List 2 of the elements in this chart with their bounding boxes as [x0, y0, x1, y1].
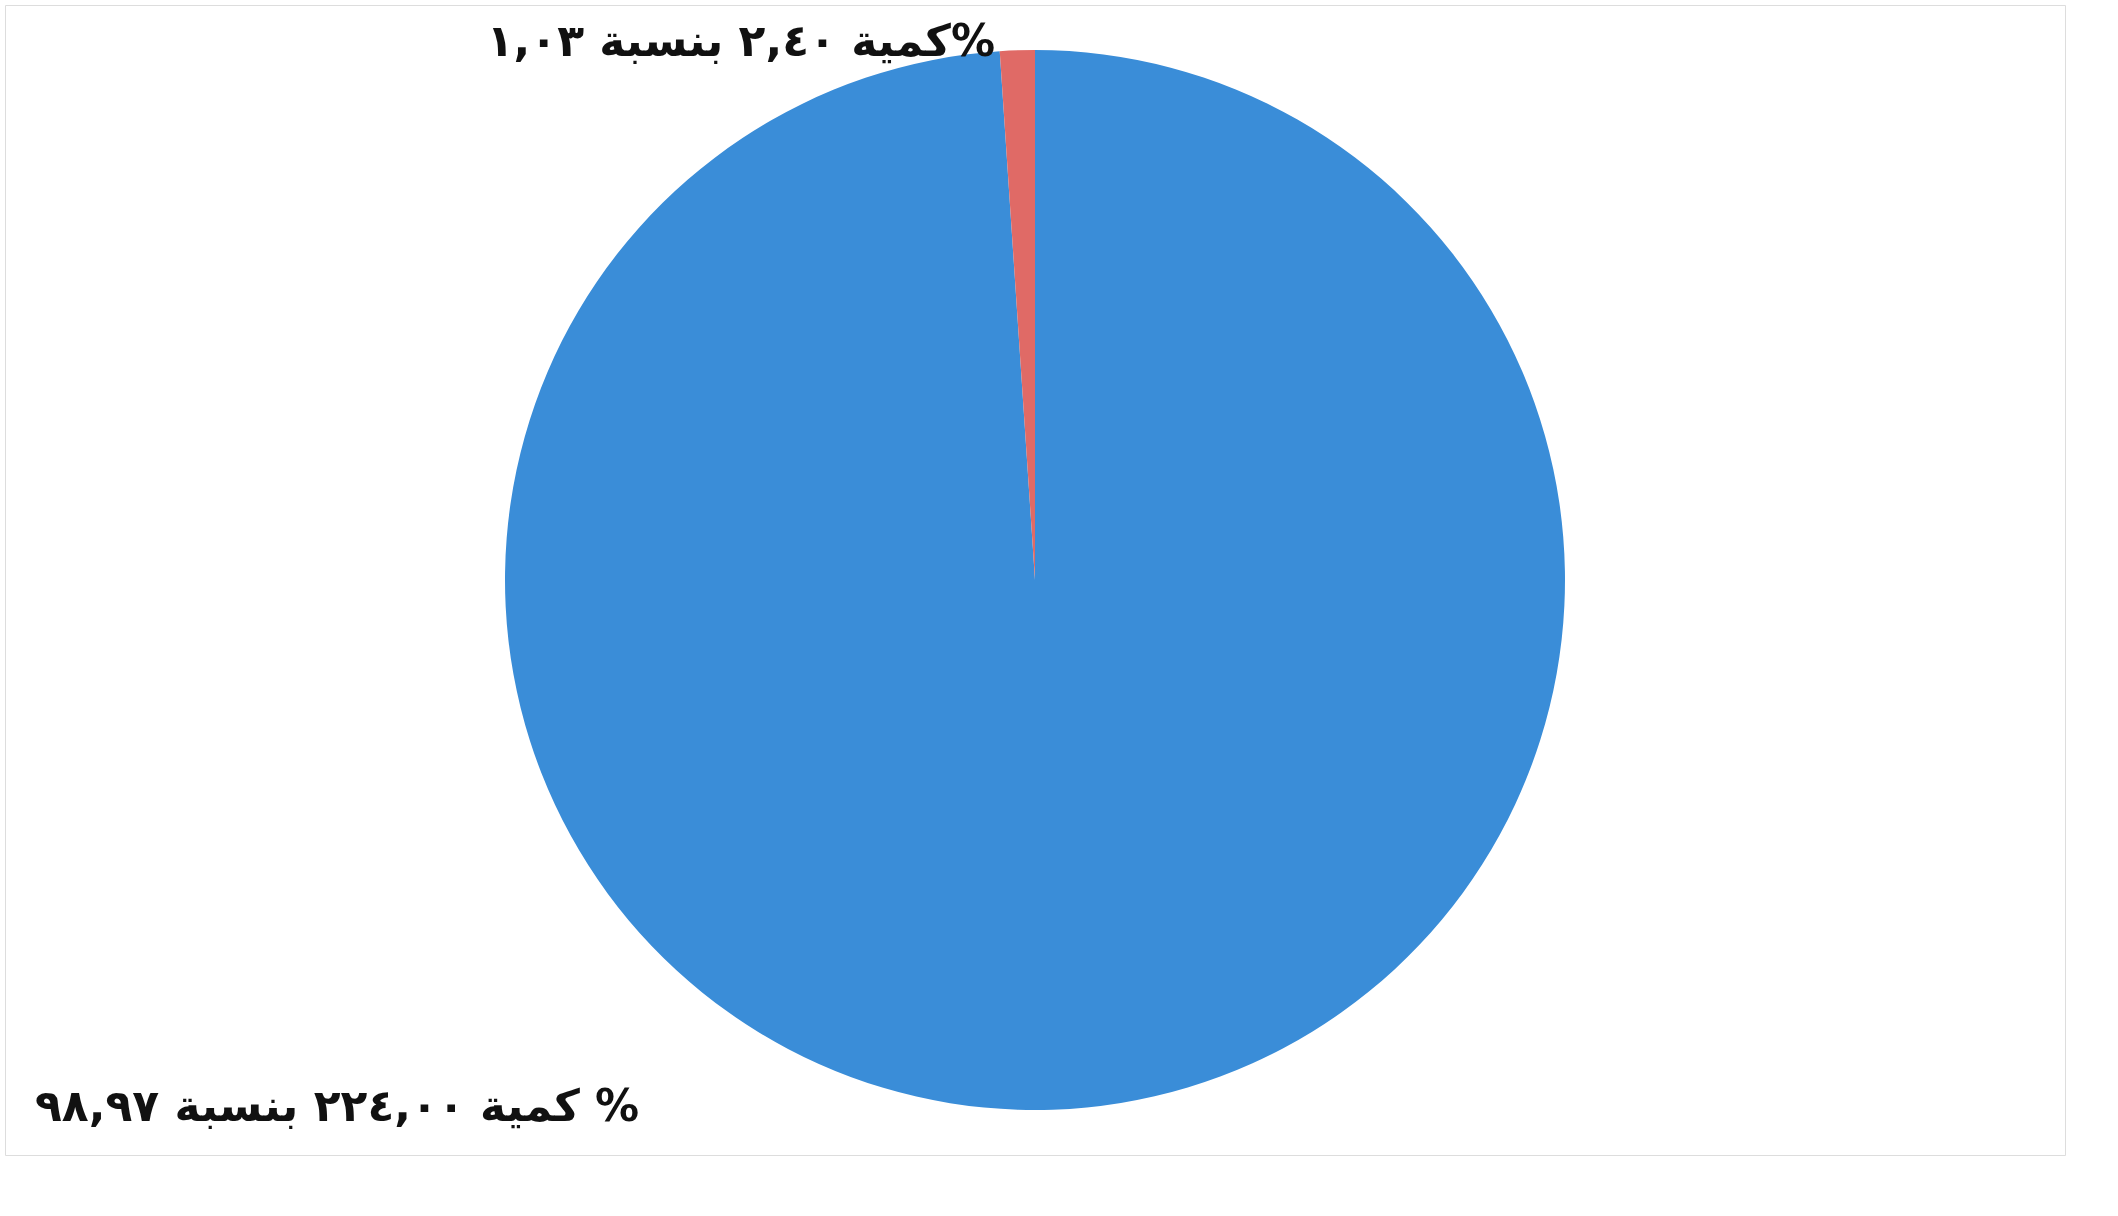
data-label: كمية ٢,٤٠ بنسبة ١,٠٣%	[486, 15, 995, 66]
data-label: كمية ٢٢٤,٠٠ بنسبة ٩٨,٩٧ %	[35, 1080, 640, 1131]
